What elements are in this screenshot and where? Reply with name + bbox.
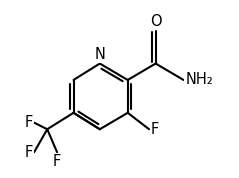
Text: F: F [24, 145, 33, 160]
Text: NH₂: NH₂ [185, 72, 213, 87]
Text: F: F [24, 115, 33, 130]
Text: F: F [151, 122, 159, 137]
Text: O: O [150, 14, 161, 29]
Text: N: N [94, 47, 105, 62]
Text: F: F [53, 154, 61, 169]
